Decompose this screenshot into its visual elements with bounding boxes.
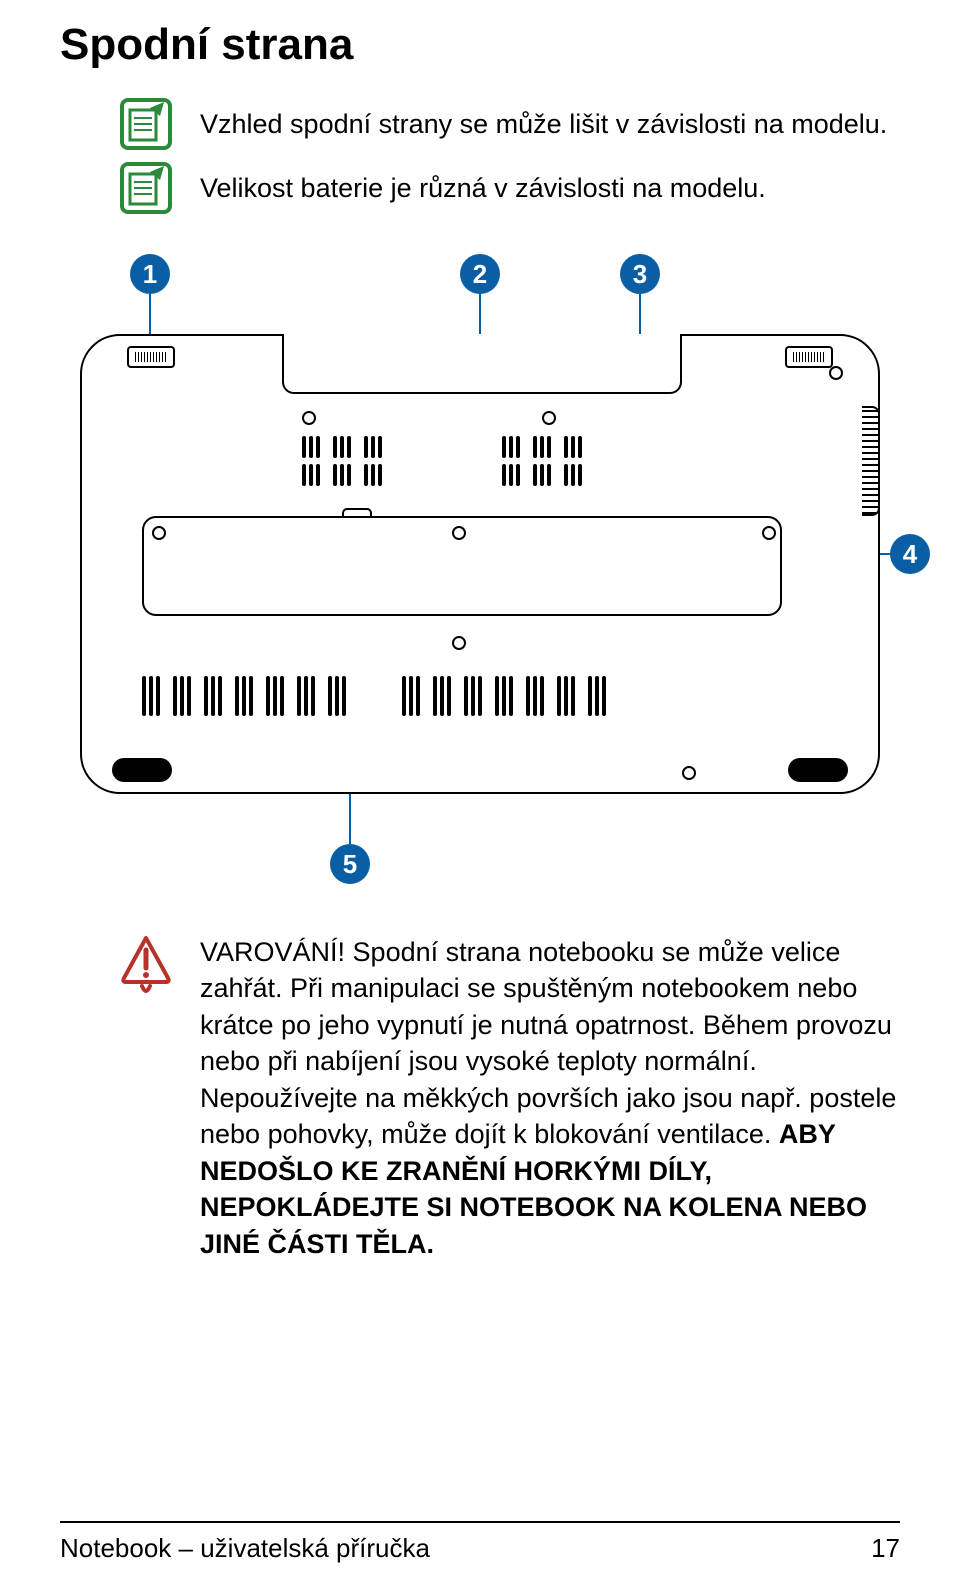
page-footer: Notebook – uživatelská příručka 17	[60, 1521, 900, 1564]
warning-heading: VAROVÁNÍ!	[200, 937, 345, 967]
warning-body: Spodní strana notebooku se může velice z…	[200, 937, 896, 1149]
note-text-1: Vzhled spodní strany se může lišit v záv…	[200, 98, 887, 142]
callout-3: 3	[620, 254, 660, 294]
note-2: Velikost baterie je různá v závislosti n…	[60, 162, 900, 214]
laptop-bottom-diagram: 1 2 3 4 5	[60, 254, 900, 884]
warning-text: VAROVÁNÍ! Spodní strana notebooku se můž…	[200, 934, 900, 1262]
callout-1: 1	[130, 254, 170, 294]
note-icon	[120, 98, 172, 150]
battery-bay	[282, 334, 682, 394]
note-text-2: Velikost baterie je různá v závislosti n…	[200, 162, 766, 206]
battery-latch-left	[127, 346, 175, 368]
laptop-chassis	[80, 334, 880, 794]
callout-2: 2	[460, 254, 500, 294]
warning-icon	[120, 934, 172, 998]
note-1: Vzhled spodní strany se může lišit v záv…	[60, 98, 900, 150]
battery-latch-right	[785, 346, 833, 368]
page-title: Spodní strana	[60, 20, 900, 70]
footer-left: Notebook – uživatelská příručka	[60, 1533, 430, 1564]
warning-block: VAROVÁNÍ! Spodní strana notebooku se můž…	[60, 934, 900, 1262]
footer-page-number: 17	[871, 1533, 900, 1564]
note-icon	[120, 162, 172, 214]
callout-5: 5	[330, 844, 370, 884]
